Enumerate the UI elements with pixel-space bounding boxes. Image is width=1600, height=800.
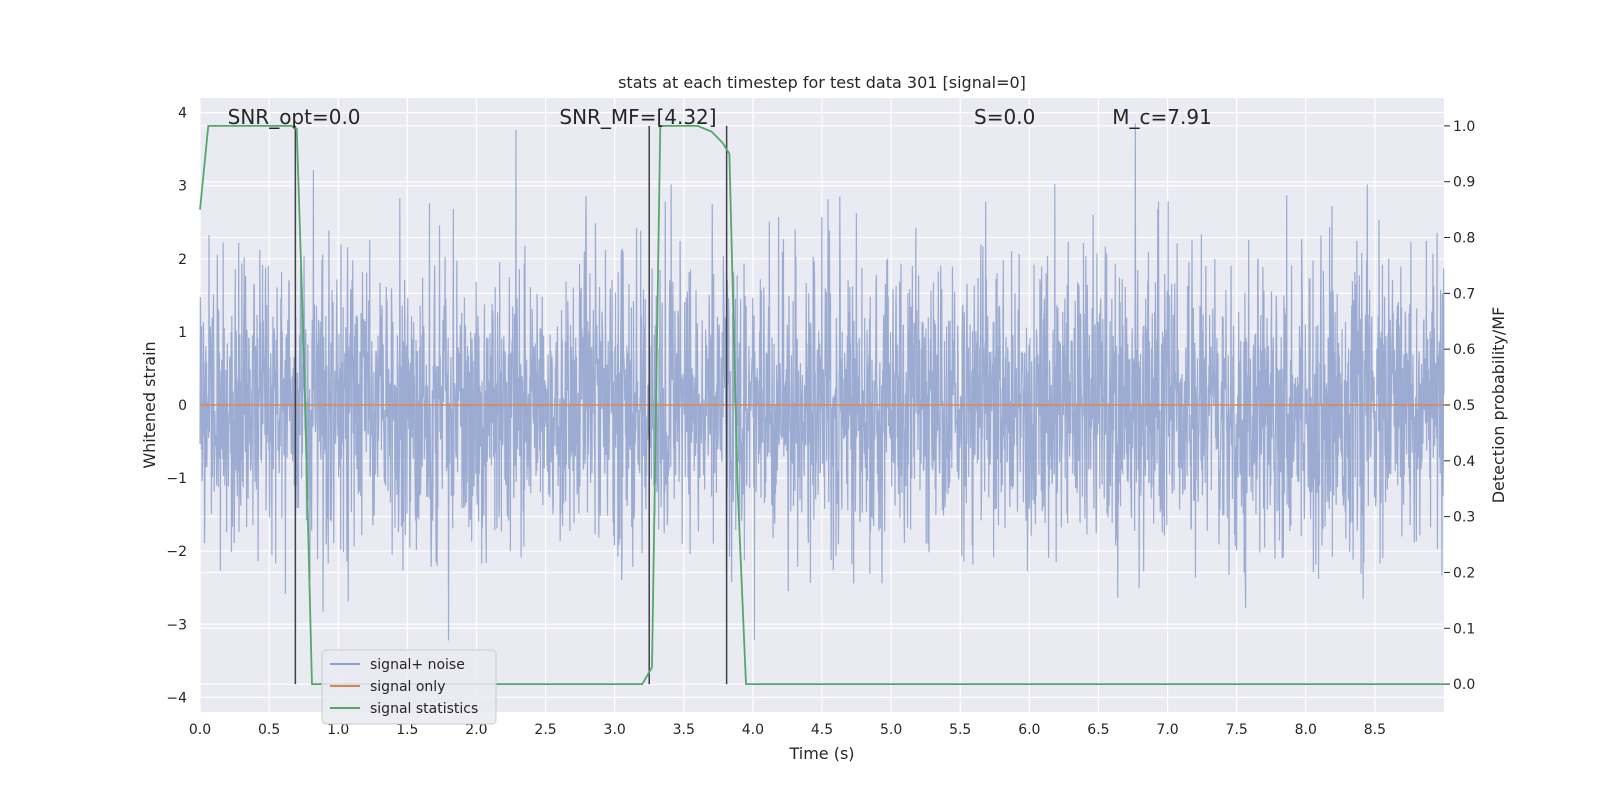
marker-lines [294,125,728,685]
x-tick-label: 6.5 [1087,722,1109,738]
y-tick-label: 3 [178,179,187,195]
y2-tick-label: 1.0 [1453,119,1475,135]
y2-tick-label: 0.7 [1453,286,1475,302]
y2-axis-label: Detection probability/MF [1489,307,1508,504]
x-axis-ticks: 0.0 0.5 1.0 1.5 2.0 2.5 3.0 3.5 4.0 4.5 5.0 5.5 6.0 6… [189,722,1386,738]
y2-tick-label: 0.0 [1453,677,1475,693]
x-tick-label: 7.5 [1226,722,1248,738]
y-tick-label: 1 [178,325,187,341]
y2-tick-label: 0.8 [1453,231,1475,247]
y-axis-ticks: 4 3 2 1 0 −1 −2 −3 −4 [166,106,187,707]
x-axis-label: Time (s) [788,744,854,763]
x-tick-label: 8.5 [1364,722,1386,738]
x-tick-label: 3.0 [604,722,626,738]
annotation-label: S=0.0 [974,105,1035,129]
x-tick-label: 7.0 [1156,722,1178,738]
series-signal-noise [199,123,1445,641]
annotation-label: M_c=7.91 [1112,105,1212,129]
y2-tick-label: 0.5 [1453,398,1475,414]
y-axis-label: Whitened strain [140,341,159,468]
y-tick-label: 0 [178,398,187,414]
x-tick-label: 5.5 [949,722,971,738]
y-tick-label: −2 [166,544,187,560]
y-tick-label: 4 [178,106,187,122]
signal-statistics-line [199,125,1444,685]
annotation-label: SNR_MF=[4.32] [559,105,716,129]
y2-tick-label: 0.1 [1453,621,1475,637]
x-tick-label: 1.0 [327,722,349,738]
x-tick-label: 0.5 [258,722,280,738]
y2-tick-label: 0.6 [1453,342,1475,358]
x-tick-label: 1.5 [396,722,418,738]
legend: signal+ noise signal only signal statistic… [321,649,497,725]
signal-noise-line [199,123,1445,641]
y-tick-label: −3 [166,617,187,633]
annotations: SNR_opt=0.0 SNR_MF=[4.32] S=0.0 M_c=7.91 [228,105,1212,129]
y-tick-label: −1 [166,471,187,487]
x-tick-label: 2.0 [465,722,487,738]
series-signal-statistics [199,125,1444,685]
legend-label: signal statistics [370,701,478,717]
y-tick-label: −4 [166,690,187,706]
x-tick-label: 0.0 [189,722,211,738]
x-tick-label: 2.5 [534,722,556,738]
legend-box [321,649,497,725]
annotation-label: SNR_opt=0.0 [228,105,361,129]
y2-axis-ticks: 1.0 0.9 0.8 0.7 0.6 0.5 0.4 0.3 0.2 0.1 0.0 [1444,119,1475,693]
legend-label: signal only [370,679,445,695]
x-tick-label: 4.0 [742,722,764,738]
y2-tick-label: 0.4 [1453,454,1475,470]
y2-tick-label: 0.2 [1453,565,1475,581]
legend-label: signal+ noise [370,657,465,673]
y2-tick-label: 0.9 [1453,175,1475,191]
x-tick-label: 5.0 [880,722,902,738]
x-tick-label: 8.0 [1295,722,1317,738]
x-tick-label: 4.5 [811,722,833,738]
y-tick-label: 2 [178,252,187,268]
y2-tick-label: 0.3 [1453,510,1475,526]
chart-title: stats at each timestep for test data 301… [618,73,1026,92]
x-tick-label: 3.5 [673,722,695,738]
x-tick-label: 6.0 [1018,722,1040,738]
